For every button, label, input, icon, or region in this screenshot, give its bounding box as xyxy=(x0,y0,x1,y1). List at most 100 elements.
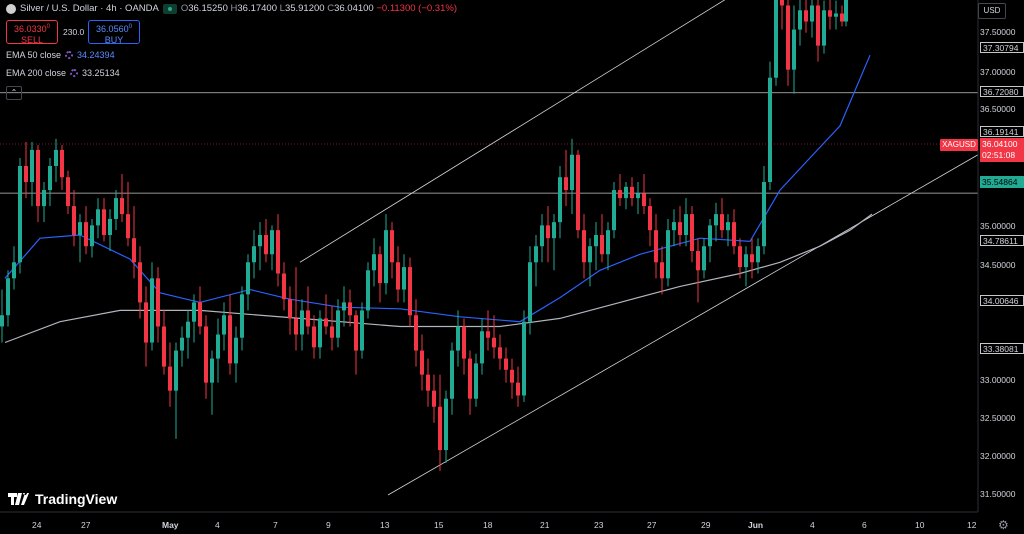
candle-body xyxy=(456,326,460,351)
level-tag: 36.19141 xyxy=(980,126,1024,137)
candle-body xyxy=(540,225,544,247)
candle-body xyxy=(162,326,166,367)
ema200-label: EMA 200 close xyxy=(6,68,67,78)
candle-body xyxy=(714,214,718,226)
candle-body xyxy=(648,206,652,231)
candle-body xyxy=(330,326,334,338)
candle-body xyxy=(438,406,442,451)
symbol-title[interactable]: Silver / U.S. Dollar · 4h · OANDA xyxy=(20,3,159,14)
candle-body xyxy=(498,347,502,359)
candle-body xyxy=(654,230,658,263)
candle-body xyxy=(18,165,22,263)
candle-body xyxy=(792,29,796,70)
candle-body xyxy=(774,0,778,78)
level-tag: 36.72080 xyxy=(980,86,1024,97)
candle-body xyxy=(474,363,478,399)
candle-body xyxy=(432,390,436,407)
candle-body xyxy=(60,149,64,178)
candle-body xyxy=(420,350,424,375)
candle-body xyxy=(582,230,586,263)
candle-body xyxy=(492,337,496,348)
tradingview-logo: TradingView xyxy=(8,491,117,507)
candle-body xyxy=(450,350,454,399)
candle-body xyxy=(744,254,748,268)
candle-body xyxy=(834,13,838,17)
candle-body xyxy=(750,254,754,263)
candle-body xyxy=(132,238,136,263)
candle-body xyxy=(42,190,46,207)
candle-body xyxy=(816,5,820,46)
candle-body xyxy=(234,337,238,364)
candle-body xyxy=(624,186,628,199)
ema-lines xyxy=(4,54,873,344)
time-axis-label: 9 xyxy=(326,520,331,530)
candle-body xyxy=(336,310,340,338)
time-axis-label: 23 xyxy=(594,520,604,530)
level-tag: 34.00646 xyxy=(980,295,1024,306)
currency-selector[interactable]: USD xyxy=(978,3,1006,19)
candle-body xyxy=(804,10,808,22)
candle-body xyxy=(318,318,322,348)
time-axis-label: 27 xyxy=(647,520,657,530)
candle-body xyxy=(36,149,40,207)
candle-body xyxy=(618,190,622,199)
candle-body xyxy=(192,302,196,322)
collapse-legend-button[interactable]: ⌃ xyxy=(6,86,22,100)
candle-body xyxy=(216,334,220,359)
candle-body xyxy=(480,331,484,364)
spread-value: 230.0 xyxy=(63,27,85,37)
settings-icon[interactable] xyxy=(70,69,79,77)
price-axis-label: 36.50000 xyxy=(980,104,1016,114)
candle-body xyxy=(366,270,370,311)
candle-body xyxy=(612,190,616,231)
candle-body xyxy=(390,230,394,263)
candle-body xyxy=(276,230,280,274)
time-axis-label: Jun xyxy=(748,520,764,530)
time-axis-label: 24 xyxy=(32,520,42,530)
candle-body xyxy=(72,206,76,235)
level-tag: 37.30794 xyxy=(980,42,1024,53)
candle-body xyxy=(780,0,784,6)
candle-body xyxy=(564,177,568,191)
candle-body xyxy=(324,318,328,327)
candle-body xyxy=(510,369,514,383)
candle-body xyxy=(822,10,826,46)
tradingview-icon xyxy=(8,493,29,505)
candle-body xyxy=(114,198,118,219)
candle-body xyxy=(258,234,262,247)
candle-body xyxy=(108,218,112,235)
candle-body xyxy=(720,214,724,231)
settings-icon[interactable] xyxy=(65,51,74,59)
candle-body xyxy=(384,230,388,284)
candle-body xyxy=(606,230,610,255)
candle-body xyxy=(600,234,604,255)
current-price-tag: 36.04100 02:51:08 xyxy=(980,138,1024,162)
gear-icon[interactable]: ⚙ xyxy=(998,518,1009,532)
candle-body xyxy=(570,154,574,191)
time-axis-label: 4 xyxy=(215,520,220,530)
candle-body xyxy=(396,262,400,290)
candle-body xyxy=(546,225,550,239)
time-axis-label: 6 xyxy=(862,520,867,530)
price-axis-label: 37.50000 xyxy=(980,27,1016,37)
candle-body xyxy=(48,165,52,191)
candle-body xyxy=(696,251,700,271)
ema200-legend[interactable]: EMA 200 close 33.25134 xyxy=(6,68,120,78)
candle-body xyxy=(228,315,232,364)
time-axis-label: 12 xyxy=(967,520,977,530)
candle-body xyxy=(828,10,832,17)
candle-body xyxy=(726,222,730,231)
price-axis-label: 31.50000 xyxy=(980,489,1016,499)
buy-button[interactable]: 36.05600 BUY xyxy=(88,20,140,45)
candle-body xyxy=(66,177,70,207)
candle-body xyxy=(198,302,202,327)
candle-body xyxy=(762,182,766,247)
time-axis-label: 7 xyxy=(273,520,278,530)
candle-body xyxy=(702,246,706,271)
ema50-legend[interactable]: EMA 50 close 34.24394 xyxy=(6,50,115,60)
candle-body xyxy=(12,262,16,279)
sell-button[interactable]: 36.03300 SELL xyxy=(6,20,58,45)
candle-body xyxy=(672,222,676,231)
candle-body xyxy=(168,366,172,391)
